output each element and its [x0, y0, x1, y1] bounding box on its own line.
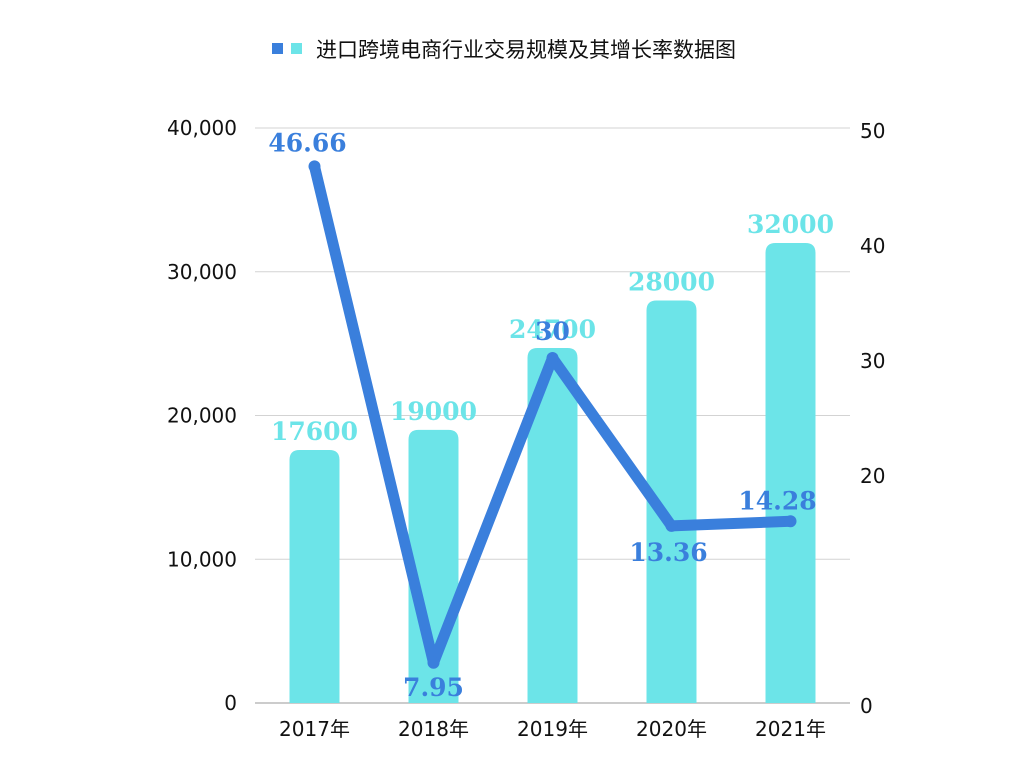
y-left-tick-label: 20,000: [167, 404, 237, 428]
bar-data-label: 19000: [390, 397, 477, 426]
bar: [289, 450, 340, 703]
y-left-tick-label: 30,000: [167, 260, 237, 284]
line-data-label: 13.36: [629, 538, 707, 567]
y-axis-left: 0 10,000 20,000 30,000 40,000: [167, 116, 237, 715]
line-data-label: 30: [535, 317, 570, 346]
bar-series: [289, 243, 816, 703]
y-right-tick-label: 30: [860, 349, 885, 373]
line-point: [427, 656, 440, 669]
line-data-labels: 46.66 7.95 30 13.36 14.28: [268, 128, 816, 701]
y-right-tick-label: 0: [860, 694, 873, 718]
bar-data-labels: 17600 19000 24700 28000 32000: [271, 210, 834, 446]
legend: 进口跨境电商行业交易规模及其增长率数据图: [272, 38, 736, 62]
y-left-tick-label: 0: [224, 691, 237, 715]
bar-data-label: 28000: [628, 268, 715, 297]
chart-title: 进口跨境电商行业交易规模及其增长率数据图: [316, 38, 736, 62]
y-right-tick-label: 20: [860, 464, 885, 488]
legend-bar-swatch: [291, 43, 302, 54]
bar-data-label: 24700: [509, 315, 596, 344]
bar: [646, 300, 697, 703]
line-point: [665, 519, 678, 532]
line-data-label: 14.28: [738, 486, 816, 515]
x-tick-label: 2021年: [755, 717, 826, 741]
y-axis-right: 0 20 30 40 50: [860, 119, 885, 718]
x-tick-label: 2018年: [398, 717, 469, 741]
line-series: [308, 160, 797, 669]
y-right-tick-label: 50: [860, 119, 885, 143]
x-axis: 2017年 2018年 2019年 2020年 2021年: [255, 702, 850, 741]
x-tick-label: 2020年: [636, 717, 707, 741]
bar: [765, 243, 816, 703]
line-data-label: 7.95: [403, 673, 464, 702]
line-point: [546, 352, 559, 364]
x-tick-label: 2019年: [517, 717, 588, 741]
line-data-label: 46.66: [268, 128, 346, 157]
legend-line-swatch: [272, 43, 283, 54]
y-left-tick-label: 40,000: [167, 116, 237, 140]
line-point: [308, 160, 321, 173]
bar: [527, 347, 578, 703]
x-tick-label: 2017年: [279, 717, 350, 741]
y-right-tick-label: 40: [860, 234, 885, 258]
y-left-tick-label: 10,000: [167, 547, 237, 571]
bar-data-label: 17600: [271, 417, 358, 446]
bar-data-label: 32000: [747, 210, 834, 239]
line-point: [784, 515, 797, 528]
